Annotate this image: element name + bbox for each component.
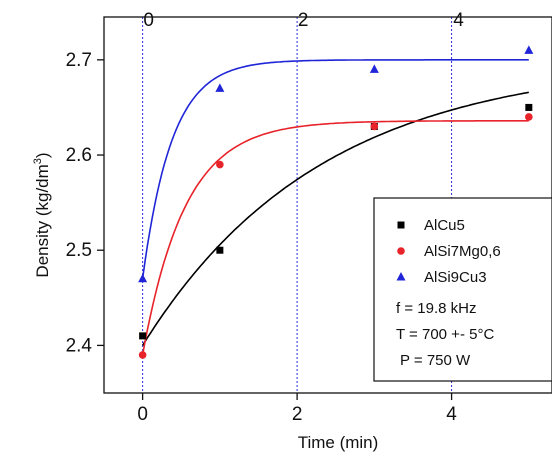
x-axis-ticks: 0 2 4 — [137, 393, 457, 425]
fit-curve-alsi9cu3 — [141, 59, 529, 279]
legend-marker — [396, 272, 406, 281]
fit-curve-alcu5 — [141, 91, 529, 346]
data-point — [370, 122, 379, 131]
top-tick-label: 2 — [298, 10, 309, 31]
legend-label: AlCu5 — [424, 217, 465, 234]
data-point — [525, 113, 533, 121]
legend-marker — [397, 247, 405, 255]
y-axis-ticks: 2.4 2.5 2.6 2.7 — [66, 50, 104, 356]
x-tick-label: 0 — [137, 404, 148, 425]
data-point — [138, 351, 147, 359]
y-tick-label: 2.4 — [66, 335, 93, 356]
y-tick-label: 2.7 — [66, 50, 92, 71]
x-axis-title: Time (min) — [298, 433, 379, 452]
annotation-frequency: f = 19.8 kHz — [396, 300, 476, 317]
y-axis-title-superscript: 3 — [32, 158, 44, 164]
y-tick-label: 2.5 — [66, 240, 92, 261]
data-point — [369, 64, 379, 73]
legend-marker — [397, 221, 405, 229]
legend: AlCu5 AlSi7Mg0,6 AlSi9Cu3 f = 19.8 kHz T =… — [373, 197, 552, 382]
y-tick-label: 2.6 — [66, 145, 92, 166]
fit-curves — [141, 59, 529, 356]
data-point — [138, 273, 148, 283]
data-point — [216, 160, 224, 169]
y-axis-title: Density (kg/dm3) — [32, 152, 52, 277]
x-tick-label: 2 — [292, 404, 303, 425]
data-point — [525, 103, 533, 111]
legend-entries: AlCu5 AlSi7Mg0,6 AlSi9Cu3 — [396, 217, 501, 286]
data-point — [524, 45, 534, 54]
y-axis-title-main: Density (kg/dm — [33, 164, 52, 277]
data-point — [139, 332, 147, 340]
annotation-power: P = 750 W — [400, 352, 471, 369]
y-axis-title-end: ) — [33, 152, 52, 158]
top-tick-label: 4 — [453, 10, 464, 31]
data-points — [138, 45, 534, 359]
fit-curve-alsi7mg0-6 — [141, 120, 529, 356]
annotation-temperature: T = 700 +- 5°C — [396, 326, 494, 343]
data-point — [216, 246, 224, 254]
plot-frame — [103, 16, 552, 394]
legend-label: AlSi7Mg0,6 — [424, 243, 501, 260]
data-point — [215, 83, 225, 92]
legend-label: AlSi9Cu3 — [424, 269, 487, 286]
top-axis-tick-labels: 0 2 4 — [143, 10, 464, 31]
top-tick-label: 0 — [143, 10, 154, 31]
x-tick-label: 4 — [446, 404, 457, 425]
